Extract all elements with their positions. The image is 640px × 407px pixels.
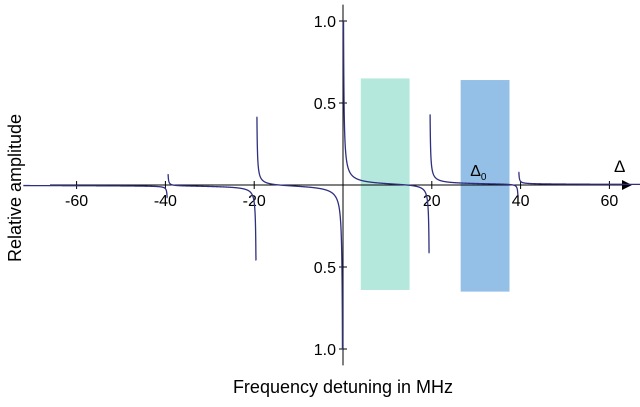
y-tick-label: 1.0	[314, 342, 336, 359]
series-line	[23, 20, 640, 350]
delta0-annotation-main: Δ	[470, 163, 481, 180]
delta0-annotation: Δ0	[470, 163, 487, 183]
x-tick-label: 60	[601, 193, 619, 210]
x-tick-label: 20	[423, 193, 441, 210]
x-axis-title: Frequency detuning in MHz	[233, 377, 453, 397]
x-tick-label: 40	[512, 193, 530, 210]
x-tick-label: -60	[65, 193, 88, 210]
y-tick-label: 0.5	[314, 96, 336, 113]
y-tick-label: 1.0	[314, 14, 336, 31]
delta0-annotation-subscript: 0	[481, 172, 487, 183]
y-tick-label: 0.5	[314, 260, 336, 277]
x-axis-arrowhead	[622, 180, 632, 190]
y-axis-title: Relative amplitude	[5, 114, 25, 262]
highlight-band-2	[460, 80, 510, 292]
y-ticks: 1.0 0.5 0.5 1.0	[314, 14, 347, 359]
x-axis-end-label: Δ	[614, 157, 625, 176]
x-tick-label: -40	[154, 193, 177, 210]
x-ticks: -60 -40 -20 20 40 60	[65, 181, 618, 210]
